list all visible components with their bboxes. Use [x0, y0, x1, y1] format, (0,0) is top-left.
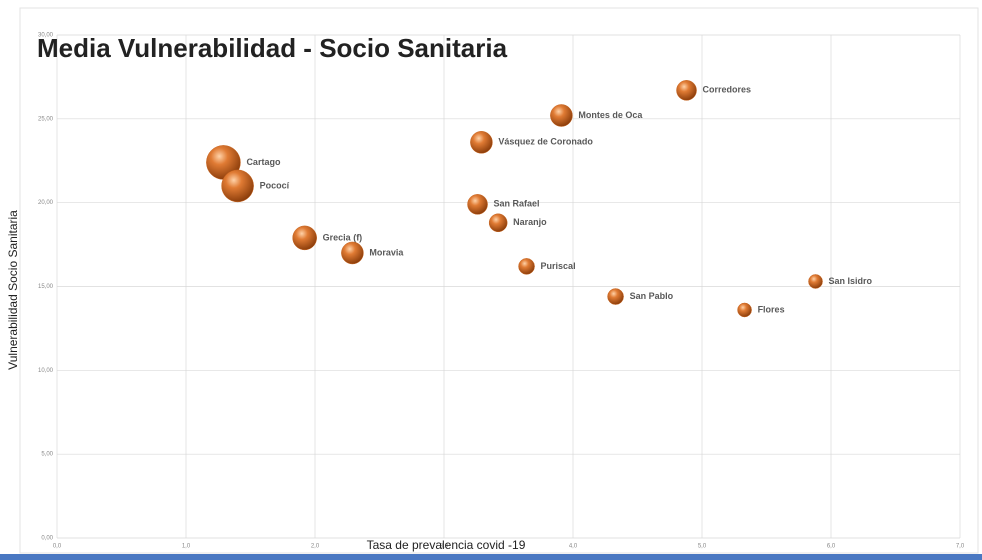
bubble: [221, 169, 254, 203]
bubble: [737, 302, 752, 318]
point-label: Cartago: [246, 157, 281, 167]
y-tick-label: 25,00: [38, 116, 54, 122]
point-label: Flores: [758, 304, 785, 314]
point-label: Naranjo: [513, 217, 547, 227]
point-label: San Rafael: [494, 199, 540, 209]
y-tick-label: 0,00: [41, 536, 53, 542]
point-label: Vásquez de Coronado: [498, 137, 593, 147]
x-tick-label: 6,0: [827, 544, 836, 550]
x-tick-label: 7,0: [956, 544, 965, 550]
point-label: Pococí: [260, 180, 290, 190]
x-tick-label: 3,0: [440, 544, 449, 550]
point-label: Puriscal: [541, 261, 576, 271]
point-label: Montes de Oca: [578, 110, 643, 120]
x-axis-title: Tasa de prevalencia covid -19: [367, 538, 526, 552]
point-label: Grecia (f): [323, 232, 363, 242]
x-tick-label: 0,0: [53, 544, 62, 550]
bubble: [550, 104, 573, 127]
bubble: [607, 288, 624, 305]
y-tick-label: 30,00: [38, 33, 54, 39]
x-tick-label: 2,0: [311, 544, 320, 550]
x-tick-label: 1,0: [182, 544, 191, 550]
chart-frame: [19, 7, 979, 554]
bubble: [676, 80, 697, 101]
point-label: Corredores: [703, 85, 752, 95]
chart-title: Media Vulnerabilidad - Socio Sanitaria: [37, 33, 508, 63]
x-tick-label: 4,0: [569, 544, 578, 550]
bubble: [488, 213, 508, 233]
bubble: [470, 131, 493, 154]
y-tick-label: 5,00: [41, 452, 53, 458]
bubble: [292, 225, 317, 251]
y-tick-label: 15,00: [38, 284, 54, 290]
bubble: [808, 274, 823, 289]
bubble: [467, 194, 488, 215]
bubble: [341, 241, 364, 265]
point-label: San Pablo: [630, 291, 674, 301]
bubble: [518, 258, 535, 275]
y-tick-label: 10,00: [38, 368, 54, 374]
y-axis-title: Vulnerabilidad Socio Sanitaria: [6, 210, 20, 370]
y-tick-label: 20,00: [38, 200, 54, 206]
point-label: Moravia: [369, 247, 404, 257]
point-label: San Isidro: [829, 276, 873, 286]
x-tick-label: 5,0: [698, 544, 707, 550]
bottom-bar: [0, 554, 982, 560]
